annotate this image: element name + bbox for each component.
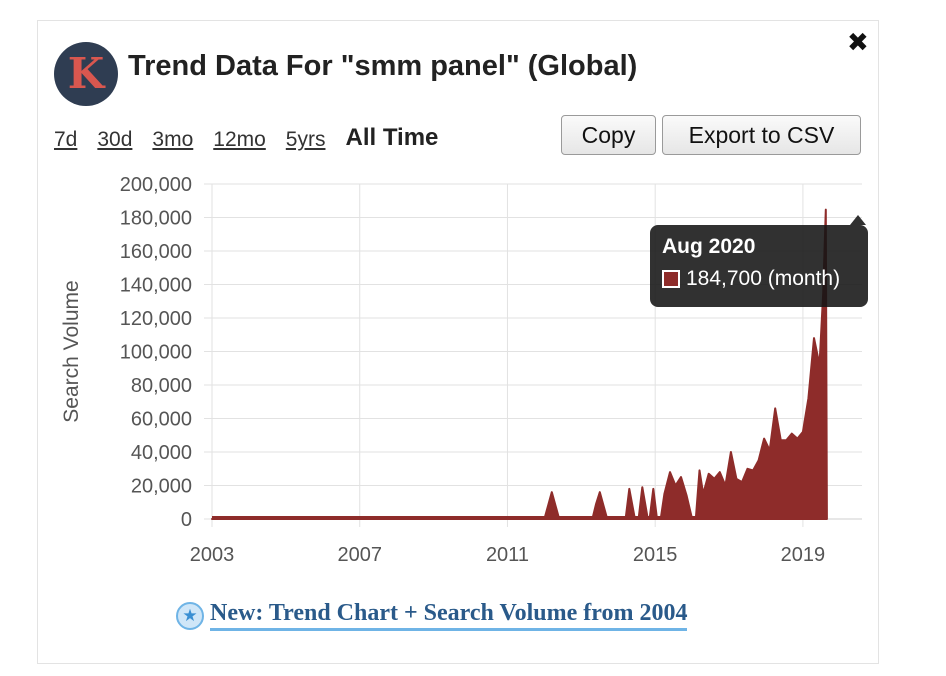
x-tick-label: 2019: [781, 544, 826, 566]
logo-letter: K: [67, 49, 105, 98]
tooltip-caret: [850, 215, 866, 225]
y-tick-label: 0: [181, 509, 192, 531]
promo: ★ New: Trend Chart + Search Volume from …: [176, 600, 688, 631]
x-tick-label: 2007: [337, 544, 382, 566]
tooltip-value: 184,700 (month): [686, 267, 841, 290]
series-area: [211, 208, 828, 520]
range-5yrs[interactable]: 5yrs: [285, 128, 326, 151]
star-icon: ★: [176, 601, 204, 630]
y-tick-label: 180,000: [120, 208, 192, 230]
range-7d[interactable]: 7d: [54, 128, 78, 151]
copy-button[interactable]: Copy: [561, 115, 656, 155]
y-tick-label: 140,000: [120, 275, 192, 297]
y-axis-label: Search Volume: [60, 280, 83, 422]
tooltip-row: 184,700 (month): [662, 267, 856, 291]
range-12mo[interactable]: 12mo: [213, 128, 266, 151]
y-tick-label: 200,000: [120, 174, 192, 196]
promo-link[interactable]: New: Trend Chart + Search Volume from 20…: [210, 600, 688, 631]
y-tick-label: 160,000: [120, 241, 192, 263]
range-30d[interactable]: 30d: [97, 128, 133, 151]
x-tick-label: 2015: [633, 544, 678, 566]
page-title: Trend Data For "smm panel" (Global): [128, 50, 638, 82]
range-3mo[interactable]: 3mo: [152, 128, 194, 151]
x-tick-label: 2011: [486, 544, 529, 566]
close-icon[interactable]: ✖: [847, 28, 869, 58]
tooltip-date: Aug 2020: [662, 235, 756, 258]
export-csv-button[interactable]: Export to CSV: [662, 115, 861, 155]
x-tick-label: 2003: [190, 544, 235, 566]
series-swatch: [662, 270, 680, 288]
y-tick-label: 60,000: [131, 409, 192, 431]
chart-tooltip: Aug 2020 184,700 (month): [650, 215, 868, 307]
logo: K: [54, 42, 118, 106]
y-tick-label: 100,000: [120, 342, 192, 364]
y-tick-label: 120,000: [120, 308, 192, 330]
range-selector: 7d 30d 3mo 12mo 5yrs All Time: [54, 120, 458, 152]
y-tick-label: 40,000: [131, 442, 192, 464]
y-tick-label: 80,000: [131, 375, 192, 397]
range-all-time[interactable]: All Time: [345, 124, 439, 151]
y-tick-label: 20,000: [131, 476, 192, 498]
